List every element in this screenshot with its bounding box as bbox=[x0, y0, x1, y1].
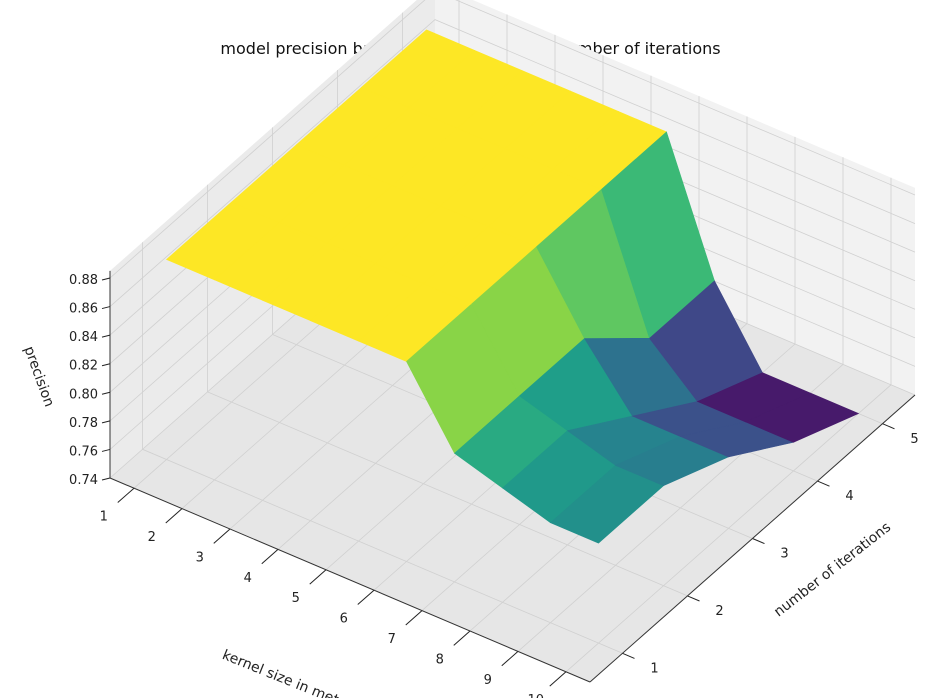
tick-mark-kernel bbox=[165, 508, 183, 524]
tick-mark-kernel bbox=[213, 528, 231, 544]
tick-label-iterations: 5 bbox=[910, 432, 918, 447]
tick-mark-precision bbox=[101, 391, 111, 395]
tick-label-precision: 0.76 bbox=[69, 444, 98, 459]
tick-mark-precision bbox=[101, 334, 111, 338]
axis-label-iterations: number of iterations bbox=[771, 519, 894, 620]
tick-label-precision: 0.74 bbox=[69, 473, 98, 488]
tick-label-kernel: 5 bbox=[292, 591, 300, 606]
axis-label-precision: precision bbox=[20, 344, 57, 409]
tick-label-kernel: 6 bbox=[340, 612, 348, 627]
tick-mark-kernel bbox=[453, 630, 471, 646]
tick-label-kernel: 9 bbox=[484, 673, 492, 688]
tick-mark-iterations bbox=[622, 652, 635, 659]
tick-label-precision: 0.78 bbox=[69, 416, 98, 431]
axis-label-kernel: kernel size in meters bbox=[220, 647, 361, 698]
axis-line-kernel bbox=[109, 477, 591, 683]
tick-label-kernel: 1 bbox=[100, 510, 108, 525]
tick-mark-precision bbox=[101, 477, 111, 481]
tick-mark-iterations bbox=[882, 423, 895, 430]
tick-label-kernel: 4 bbox=[244, 571, 252, 586]
tick-mark-precision bbox=[101, 420, 111, 424]
axis-line-iterations bbox=[589, 394, 916, 683]
tick-label-iterations: 3 bbox=[780, 547, 788, 562]
tick-mark-iterations bbox=[752, 538, 765, 545]
tick-mark-precision bbox=[101, 363, 111, 367]
tick-mark-iterations bbox=[687, 595, 700, 602]
tick-mark-kernel bbox=[117, 487, 135, 503]
tick-mark-precision bbox=[101, 448, 111, 452]
tick-label-precision: 0.84 bbox=[69, 330, 98, 345]
tick-mark-iterations bbox=[817, 480, 830, 487]
tick-mark-kernel bbox=[309, 569, 327, 585]
tick-label-iterations: 4 bbox=[845, 489, 853, 504]
tick-mark-kernel bbox=[501, 651, 519, 667]
tick-mark-precision bbox=[101, 306, 111, 310]
tick-mark-kernel bbox=[549, 671, 567, 687]
tick-label-precision: 0.80 bbox=[69, 387, 98, 402]
grid-line-precision bbox=[109, 0, 916, 279]
tick-mark-kernel bbox=[405, 610, 423, 626]
tick-label-kernel: 7 bbox=[388, 632, 396, 647]
grid-line-precision bbox=[109, 19, 916, 307]
tick-label-kernel: 2 bbox=[148, 530, 156, 545]
surface-patch bbox=[744, 392, 860, 443]
tick-label-iterations: 1 bbox=[650, 661, 658, 676]
tick-label-precision: 0.86 bbox=[69, 302, 98, 317]
tick-label-iterations: 2 bbox=[715, 604, 723, 619]
tick-label-kernel: 8 bbox=[436, 652, 444, 667]
tick-mark-kernel bbox=[261, 549, 279, 565]
tick-label-kernel: 10 bbox=[527, 693, 544, 698]
tick-mark-kernel bbox=[357, 589, 375, 605]
tick-label-precision: 0.82 bbox=[69, 359, 98, 374]
tick-label-kernel: 3 bbox=[196, 550, 204, 565]
tick-mark-precision bbox=[101, 277, 111, 281]
tick-label-precision: 0.88 bbox=[69, 273, 98, 288]
